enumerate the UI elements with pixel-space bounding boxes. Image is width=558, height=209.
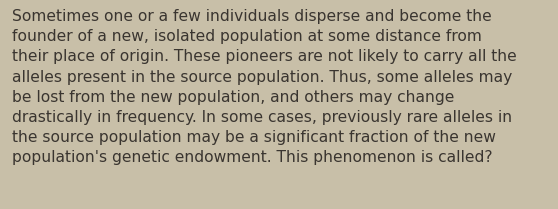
Text: Sometimes one or a few individuals disperse and become the
founder of a new, iso: Sometimes one or a few individuals dispe…: [12, 9, 517, 165]
